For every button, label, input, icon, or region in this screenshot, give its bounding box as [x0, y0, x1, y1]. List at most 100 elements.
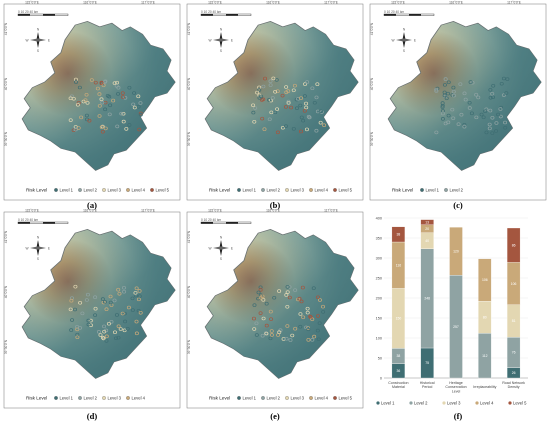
- heritage-site-point: [487, 122, 492, 127]
- bar-segment: [449, 227, 463, 276]
- y-tick-label: 100: [376, 336, 382, 340]
- heritage-site-point: [272, 295, 277, 300]
- heritage-site-point: [446, 113, 451, 118]
- scale-bar-label: 0 10 20 40 km: [18, 10, 39, 14]
- heritage-site-point: [285, 285, 290, 289]
- heritage-site-point: [80, 311, 85, 316]
- heritage-site-point: [84, 113, 89, 118]
- heritage-site-point: [261, 97, 266, 102]
- legend-title: Risk Level: [392, 188, 413, 193]
- top-coord-label: 115°0'0"E: [25, 209, 39, 213]
- heritage-site-point: [476, 95, 481, 100]
- heritage-site-point: [451, 89, 456, 94]
- heritage-site-point: [474, 92, 479, 97]
- heritage-site-point: [304, 101, 309, 106]
- heritage-site-point: [78, 301, 83, 305]
- compass-letter: N: [220, 28, 223, 32]
- heritage-site-point: [469, 111, 474, 116]
- legend-marker: [126, 188, 130, 192]
- heritage-site-point: [138, 112, 143, 117]
- y-tick-label: 50: [378, 356, 382, 360]
- heritage-site-point: [318, 109, 323, 114]
- heritage-site-point: [304, 105, 309, 110]
- side-coord-label: 41°0'0"N: [4, 230, 8, 243]
- heritage-site-point: [291, 127, 296, 131]
- heritage-site-point: [434, 87, 439, 92]
- heritage-site-point: [446, 91, 451, 96]
- heritage-site-point: [260, 333, 265, 338]
- bar-data-label: 36: [397, 369, 401, 373]
- legend-label: Level 2: [84, 395, 98, 400]
- heritage-site-point: [84, 298, 89, 302]
- heritage-site-point: [298, 103, 303, 108]
- legend-marker: [54, 396, 58, 400]
- heritage-site-point: [306, 338, 311, 342]
- legend-label: Level 5: [339, 395, 353, 400]
- heritage-site-point: [252, 327, 257, 331]
- heritage-site-point: [136, 309, 141, 313]
- heritage-site-point: [470, 80, 475, 85]
- heritage-site-point: [138, 310, 143, 315]
- bar-data-label: 26: [512, 371, 516, 375]
- heritage-site-point: [286, 99, 291, 104]
- heritage-site-point: [132, 91, 137, 95]
- heritage-site-point: [116, 324, 121, 329]
- legend-label: Level 2: [450, 187, 464, 192]
- category-label: Level: [452, 389, 461, 393]
- heritage-site-point: [321, 304, 325, 309]
- heritage-site-point: [261, 84, 266, 89]
- heritage-site-point: [99, 125, 104, 129]
- compass-letter: N: [37, 236, 40, 240]
- top-coord-label: 116°0'0"E: [83, 209, 97, 213]
- heritage-site-point: [299, 96, 304, 100]
- heritage-site-point: [268, 309, 273, 314]
- heritage-site-point: [269, 317, 274, 321]
- heritage-site-point: [79, 115, 84, 120]
- heritage-site-point: [86, 322, 91, 327]
- heritage-site-point: [123, 96, 128, 100]
- stacked-bar-chart: 0 50 100 150 200 250 300 350 400 36 38 150 116 38 Cons…: [370, 212, 546, 408]
- top-coord-label: 116°0'0"E: [266, 1, 280, 5]
- legend-marker: [102, 396, 106, 400]
- compass-letter: N: [220, 236, 223, 240]
- heritage-site-point: [434, 130, 439, 135]
- chart-legend-label: Level 3: [447, 400, 461, 405]
- legend-label: Level 4: [132, 187, 146, 192]
- heritage-site-point: [254, 333, 259, 337]
- side-coord-label: 39°30'0"N: [187, 131, 191, 146]
- heritage-site-point: [127, 123, 132, 127]
- compass-letter: S: [37, 49, 39, 53]
- legend-label: Level 2: [267, 187, 281, 192]
- heritage-site-point: [100, 297, 105, 301]
- heritage-site-point: [263, 76, 268, 81]
- chart-legend-marker: [409, 401, 413, 405]
- heritage-site-point: [304, 127, 309, 132]
- heritage-site-point: [75, 335, 80, 340]
- heritage-site-point: [252, 303, 257, 307]
- heritage-site-point: [490, 92, 495, 96]
- heritage-site-point: [451, 93, 456, 98]
- legend-marker: [237, 396, 241, 400]
- heritage-site-point: [115, 124, 120, 129]
- heritage-site-point: [311, 286, 316, 290]
- heritage-site-point: [306, 327, 311, 332]
- heritage-site-point: [138, 101, 143, 105]
- scale-bar-segment: [43, 14, 55, 16]
- heritage-site-point: [284, 85, 289, 89]
- terrain-map: [204, 20, 359, 171]
- map-panel-4: 115°0'0"E 116°0'0"E 117°0'0"E 41°0'0"N 40°0'…: [3, 209, 181, 409]
- category-label: Construction: [388, 381, 408, 385]
- heritage-site-point: [100, 100, 105, 105]
- chart-legend-label: Level 2: [414, 400, 428, 405]
- scale-bar-label: 0 10 20 40 km: [201, 218, 222, 222]
- heritage-site-point: [306, 114, 311, 119]
- scale-bar-segment: [384, 14, 396, 16]
- heritage-site-point: [112, 298, 117, 303]
- legend-title: Risk Level: [209, 188, 230, 193]
- heritage-site-point: [450, 107, 455, 112]
- heritage-site-point: [137, 289, 142, 293]
- terrain-map: [387, 20, 542, 171]
- heritage-site-point: [305, 306, 310, 311]
- heritage-site-point: [474, 115, 479, 120]
